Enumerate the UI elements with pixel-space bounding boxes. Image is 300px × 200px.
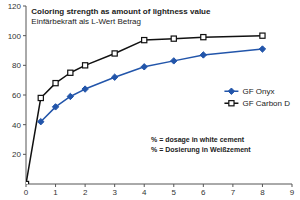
subtitle: Einfärbekraft als L-Wert Betrag (31, 17, 141, 26)
x-tick (262, 184, 263, 187)
plot-area (26, 33, 266, 184)
x-tick (85, 184, 86, 187)
x-tick (292, 184, 293, 187)
y-tick-label: 20 (12, 150, 21, 159)
point (53, 81, 58, 86)
y-tick-label: 80 (12, 61, 21, 70)
legend-marker (228, 88, 234, 94)
x-tick-label: 1 (53, 188, 58, 197)
point (38, 95, 43, 100)
x-tick-label: 4 (142, 188, 147, 197)
x-tick-label: 0 (24, 188, 29, 197)
point (83, 63, 88, 68)
annotation: % = Dosierung in Weißzement (151, 146, 251, 154)
point (260, 33, 265, 38)
point (142, 38, 147, 43)
x-tick-label: 6 (201, 188, 206, 197)
y-tick-label: 60 (12, 91, 21, 100)
x-tick-label: 9 (290, 188, 295, 197)
x-tick-label: 2 (83, 188, 88, 197)
y-tick (23, 154, 26, 155)
x-tick (203, 184, 204, 187)
y-tick-label: 100 (8, 32, 22, 41)
series-line (26, 36, 262, 184)
point (171, 58, 177, 64)
y-tick (23, 6, 26, 7)
point (112, 51, 117, 56)
y-tick-label: 40 (12, 121, 21, 130)
point (26, 181, 29, 184)
point (201, 35, 206, 40)
point (67, 93, 73, 99)
legend-label: GF Carbon D (242, 99, 290, 108)
legend-marker (229, 101, 234, 106)
point (171, 36, 176, 41)
x-axis-line (26, 184, 292, 185)
title: Coloring strength as amount of lightness… (31, 7, 211, 16)
x-tick-label: 7 (231, 188, 236, 197)
y-tick-label: 120 (8, 2, 22, 11)
series-line (41, 49, 263, 122)
x-tick (144, 184, 145, 187)
y-tick (23, 65, 26, 66)
point (52, 104, 58, 110)
x-tick (26, 184, 27, 187)
y-tick (23, 124, 26, 125)
x-tick-label: 3 (112, 188, 117, 197)
point (38, 119, 44, 125)
y-tick (23, 35, 26, 36)
x-tick-label: 5 (172, 188, 177, 197)
point (111, 74, 117, 80)
x-tick (173, 184, 174, 187)
x-tick (232, 184, 233, 187)
x-tick-label: 8 (260, 188, 265, 197)
chart: 0 1 2 3 4 5 6 7 8 9 20 40 60 80 100 120 Coloring strengt… (0, 0, 300, 200)
x-tick (55, 184, 56, 187)
x-tick (114, 184, 115, 187)
point (141, 64, 147, 70)
legend: GF Onyx GF Carbon D (224, 87, 290, 108)
point (259, 46, 265, 52)
legend-label: GF Onyx (242, 87, 274, 96)
point (200, 52, 206, 58)
annotation: % = dosage in white cement (151, 136, 245, 144)
point (82, 86, 88, 92)
point (68, 70, 73, 75)
y-tick (23, 95, 26, 96)
